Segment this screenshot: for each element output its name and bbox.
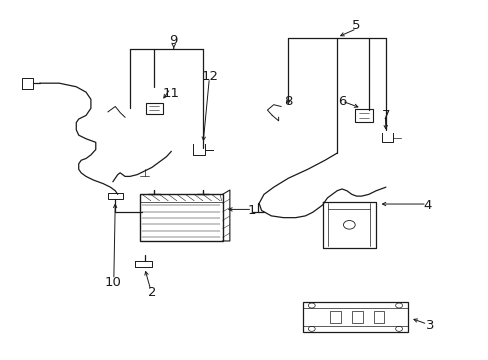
Text: 2: 2 (147, 287, 156, 300)
Text: 12: 12 (202, 69, 219, 82)
Bar (329, 311, 340, 323)
Text: 11: 11 (163, 87, 180, 100)
Text: 3: 3 (425, 319, 433, 332)
Text: 7: 7 (381, 109, 389, 122)
Text: 1: 1 (247, 204, 256, 217)
Text: 6: 6 (337, 95, 346, 108)
Bar (108, 193, 122, 199)
Bar (354, 109, 372, 122)
Text: 10: 10 (104, 276, 121, 289)
Text: 5: 5 (352, 19, 360, 32)
Text: 9: 9 (169, 33, 178, 47)
Text: 4: 4 (422, 199, 430, 212)
Bar (373, 311, 384, 323)
Bar (303, 302, 407, 332)
Bar (140, 194, 222, 241)
Text: 8: 8 (284, 95, 292, 108)
Bar (351, 311, 362, 323)
